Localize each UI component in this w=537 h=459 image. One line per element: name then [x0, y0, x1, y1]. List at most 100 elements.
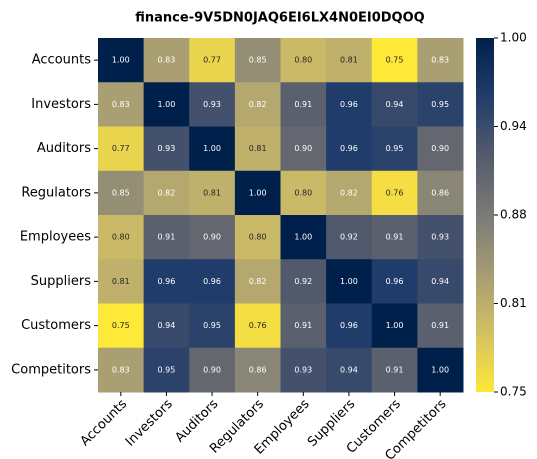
cell: [326, 259, 373, 304]
cell-label: 1.00: [158, 100, 176, 109]
cell-label: 0.96: [386, 277, 404, 286]
cell: [371, 259, 418, 304]
cell-label: 0.76: [249, 321, 267, 330]
cell-label: 0.80: [294, 188, 312, 197]
cell-label: 0.80: [294, 56, 312, 65]
cell: [189, 38, 236, 83]
cell-label: 0.86: [249, 365, 267, 374]
colorbar-tick-label: 0.94: [500, 119, 527, 133]
cell-label: 0.91: [294, 321, 312, 330]
cell: [326, 303, 373, 349]
cell: [189, 126, 236, 172]
colorbar: [476, 38, 494, 392]
cell: [143, 303, 190, 349]
cell-label: 0.91: [431, 321, 449, 330]
cell: [280, 126, 327, 172]
cell-label: 0.95: [203, 321, 221, 330]
cell-label: 0.82: [249, 277, 267, 286]
cell-label: 0.90: [203, 365, 221, 374]
cell: [98, 303, 145, 349]
cell-label: 0.81: [340, 56, 358, 65]
cell-label: 0.75: [112, 321, 130, 330]
y-tick-label: Auditors: [37, 141, 91, 156]
cell-label: 0.83: [431, 56, 449, 65]
x-tick-label: Accounts: [78, 397, 131, 450]
colorbar-tick-label: 0.81: [500, 296, 527, 310]
cell: [143, 347, 190, 393]
cell-label: 1.00: [431, 365, 449, 374]
cell: [417, 303, 464, 349]
cell: [143, 215, 190, 260]
cell: [280, 38, 327, 83]
cell: [98, 215, 145, 260]
y-tick-label: Customers: [21, 318, 91, 333]
y-tick-label: Employees: [20, 230, 91, 245]
cell: [189, 347, 236, 393]
cell-label: 0.96: [340, 100, 358, 109]
cell-label: 0.82: [158, 188, 176, 197]
cell: [98, 38, 145, 83]
cell-label: 0.86: [431, 188, 449, 197]
cell: [234, 38, 281, 83]
y-tick-label: Investors: [31, 97, 91, 112]
cell-label: 0.80: [112, 233, 130, 242]
cell: [417, 170, 464, 216]
cell: [417, 82, 464, 127]
cell: [234, 259, 281, 304]
cell: [234, 170, 281, 216]
cell: [98, 259, 145, 304]
cell: [326, 215, 373, 260]
cell-label: 0.95: [431, 100, 449, 109]
cell-label: 0.91: [158, 233, 176, 242]
colorbar-tick-label: 0.88: [500, 208, 527, 222]
cell-label: 0.83: [112, 100, 130, 109]
cell-label: 0.81: [203, 188, 221, 197]
cell-label: 0.77: [112, 144, 130, 153]
cell-label: 0.90: [294, 144, 312, 153]
cell: [280, 215, 327, 260]
cell-label: 1.00: [294, 233, 312, 242]
cell: [326, 126, 373, 172]
x-tick-label: Investors: [123, 397, 176, 450]
cell: [189, 259, 236, 304]
cell: [234, 347, 281, 393]
y-tick-label: Competitors: [11, 362, 91, 377]
cell: [371, 126, 418, 172]
cell: [417, 126, 464, 172]
cell: [143, 38, 190, 83]
cell: [143, 259, 190, 304]
cell-label: 0.90: [203, 233, 221, 242]
cell-label: 0.94: [158, 321, 176, 330]
cell: [143, 82, 190, 127]
cell-label: 0.93: [431, 233, 449, 242]
cell-label: 0.77: [203, 56, 221, 65]
cell: [371, 82, 418, 127]
cell: [189, 170, 236, 216]
colorbar-tick-label: 1.00: [500, 31, 527, 45]
cell: [280, 347, 327, 393]
cell: [280, 303, 327, 349]
cell-label: 0.94: [431, 277, 449, 286]
cell: [326, 38, 373, 83]
cell: [189, 215, 236, 260]
cell-label: 0.91: [294, 100, 312, 109]
cell-label: 0.96: [340, 144, 358, 153]
y-tick-label: Regulators: [21, 185, 91, 200]
cell-label: 0.96: [203, 277, 221, 286]
cell: [143, 126, 190, 172]
cell: [417, 347, 464, 393]
cell-label: 0.95: [386, 144, 404, 153]
cell-label: 0.93: [158, 144, 176, 153]
chart-title: finance-9V5DN0JAQ6EI6LX4N0EI0DQOQ: [135, 11, 424, 26]
cell: [234, 82, 281, 127]
cell-label: 0.76: [386, 188, 404, 197]
cell-label: 0.85: [249, 56, 267, 65]
cell-label: 1.00: [340, 277, 358, 286]
cell-label: 0.81: [249, 144, 267, 153]
cell: [98, 347, 145, 393]
cell-label: 0.91: [386, 233, 404, 242]
cell: [326, 347, 373, 393]
cell-label: 0.81: [112, 277, 130, 286]
cell: [98, 126, 145, 172]
